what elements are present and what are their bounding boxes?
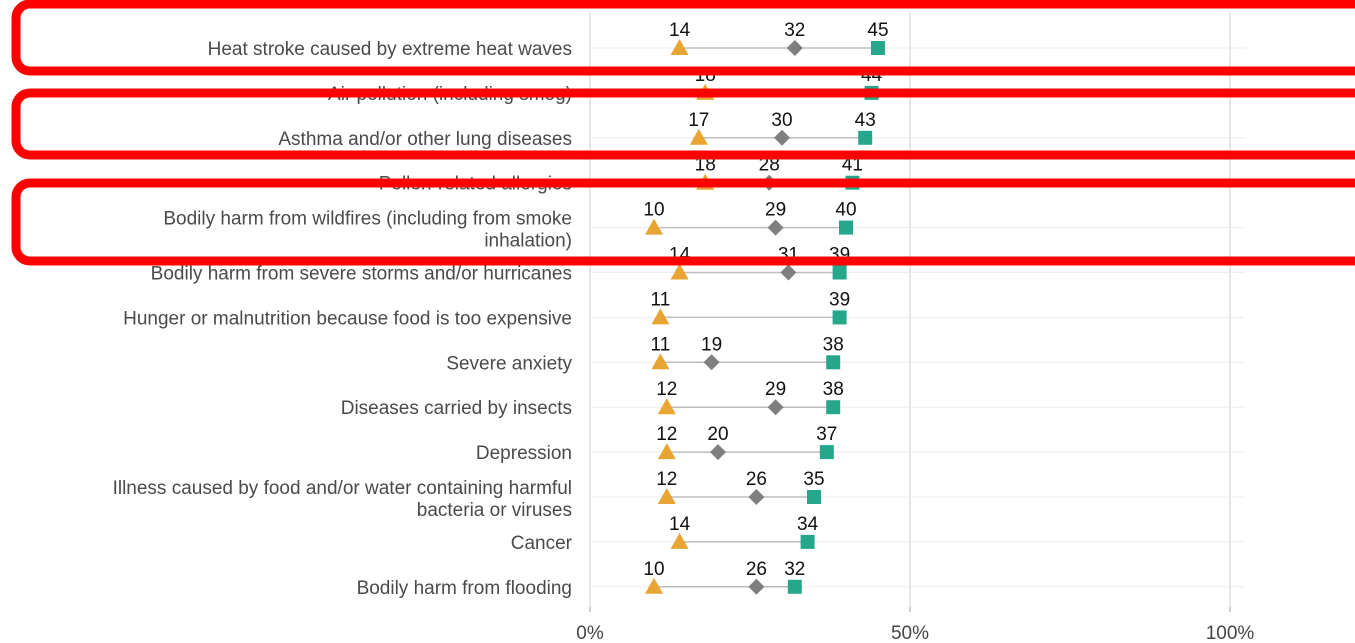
value-label: 18 xyxy=(695,155,716,176)
value-label: 10 xyxy=(643,200,664,221)
category-label: inhalation) xyxy=(484,231,572,252)
value-label: 40 xyxy=(835,200,856,221)
category-label: Cancer xyxy=(511,533,573,554)
value-label: 37 xyxy=(816,424,837,445)
square-marker xyxy=(871,41,885,55)
square-marker xyxy=(819,445,834,460)
value-label: 29 xyxy=(765,379,786,400)
category-label: Severe anxiety xyxy=(446,353,572,374)
value-label: 43 xyxy=(855,110,876,131)
diamond-marker xyxy=(767,219,784,236)
category-label: Diseases carried by insects xyxy=(341,398,572,419)
square-marker xyxy=(787,579,802,594)
diamond-marker xyxy=(748,489,765,505)
highlight-box-2 xyxy=(11,88,1355,160)
triangle-marker xyxy=(645,218,663,235)
category-label: Depression xyxy=(476,443,572,464)
value-label: 38 xyxy=(823,334,844,355)
value-label: 30 xyxy=(771,110,792,131)
value-label: 34 xyxy=(797,514,819,535)
square-marker xyxy=(839,220,853,235)
value-label: 17 xyxy=(688,110,709,131)
value-label: 26 xyxy=(746,559,767,580)
diamond-marker xyxy=(786,40,803,56)
value-label: 28 xyxy=(759,155,780,176)
highlight-box-1 xyxy=(11,0,1355,76)
category-label: Bodily harm from wildfires (including fr… xyxy=(163,209,572,230)
value-label: 32 xyxy=(784,20,805,41)
value-label: 35 xyxy=(803,469,824,490)
value-label: 11 xyxy=(651,289,671,310)
value-label: 19 xyxy=(701,334,722,355)
value-label: 12 xyxy=(656,379,677,400)
category-label: bacteria or viruses xyxy=(417,500,572,521)
diamond-marker xyxy=(703,354,720,371)
x-tick-label: 0% xyxy=(576,623,604,643)
triangle-marker xyxy=(670,532,689,549)
value-label: 41 xyxy=(842,155,863,176)
square-marker xyxy=(858,130,873,145)
diamond-marker xyxy=(774,129,790,146)
category-label: Bodily harm from flooding xyxy=(357,578,572,599)
category-labels: Heat stroke caused by extreme heat waves… xyxy=(113,39,573,599)
category-label: Illness caused by food and/or water cont… xyxy=(113,478,572,499)
square-marker xyxy=(807,490,821,504)
diamond-marker xyxy=(767,399,784,416)
value-label: 38 xyxy=(823,379,844,400)
highlight-boxes xyxy=(11,0,1355,266)
triangle-marker xyxy=(657,443,676,460)
triangle-marker xyxy=(657,398,676,415)
triangle-marker xyxy=(670,263,689,280)
category-label: Asthma and/or other lung diseases xyxy=(278,129,572,150)
square-marker xyxy=(832,265,847,280)
square-marker xyxy=(832,310,847,325)
diamond-marker xyxy=(780,264,797,281)
value-label: 45 xyxy=(867,20,888,41)
highlight-box-3 xyxy=(11,178,1355,266)
value-label: 26 xyxy=(746,469,767,490)
value-label: 12 xyxy=(656,424,677,445)
square-marker xyxy=(826,355,841,370)
x-tick-label: 100% xyxy=(1206,623,1255,643)
diamond-marker xyxy=(748,578,765,595)
value-label: 29 xyxy=(765,200,786,221)
triangle-marker xyxy=(689,128,708,145)
value-label: 11 xyxy=(651,334,671,355)
triangle-marker xyxy=(670,39,689,55)
value-label: 14 xyxy=(669,514,691,535)
triangle-marker xyxy=(645,577,663,594)
value-label: 32 xyxy=(784,559,805,580)
category-label: Bodily harm from severe storms and/or hu… xyxy=(151,264,572,285)
triangle-marker xyxy=(651,308,670,325)
value-label: 14 xyxy=(669,20,691,41)
x-axis: 0% 50% 100% xyxy=(576,607,1254,643)
value-label: 39 xyxy=(829,289,850,310)
category-label: Heat stroke caused by extreme heat waves xyxy=(208,39,572,60)
triangle-marker xyxy=(657,488,676,504)
category-label: Hunger or malnutrition because food is t… xyxy=(123,308,572,329)
x-tick-label: 50% xyxy=(891,623,929,643)
value-label: 12 xyxy=(656,469,677,490)
diamond-marker xyxy=(710,444,726,461)
triangle-marker xyxy=(651,353,670,370)
value-label: 20 xyxy=(707,424,728,445)
value-label: 10 xyxy=(643,559,664,580)
square-marker xyxy=(826,400,841,415)
square-marker xyxy=(800,534,815,549)
